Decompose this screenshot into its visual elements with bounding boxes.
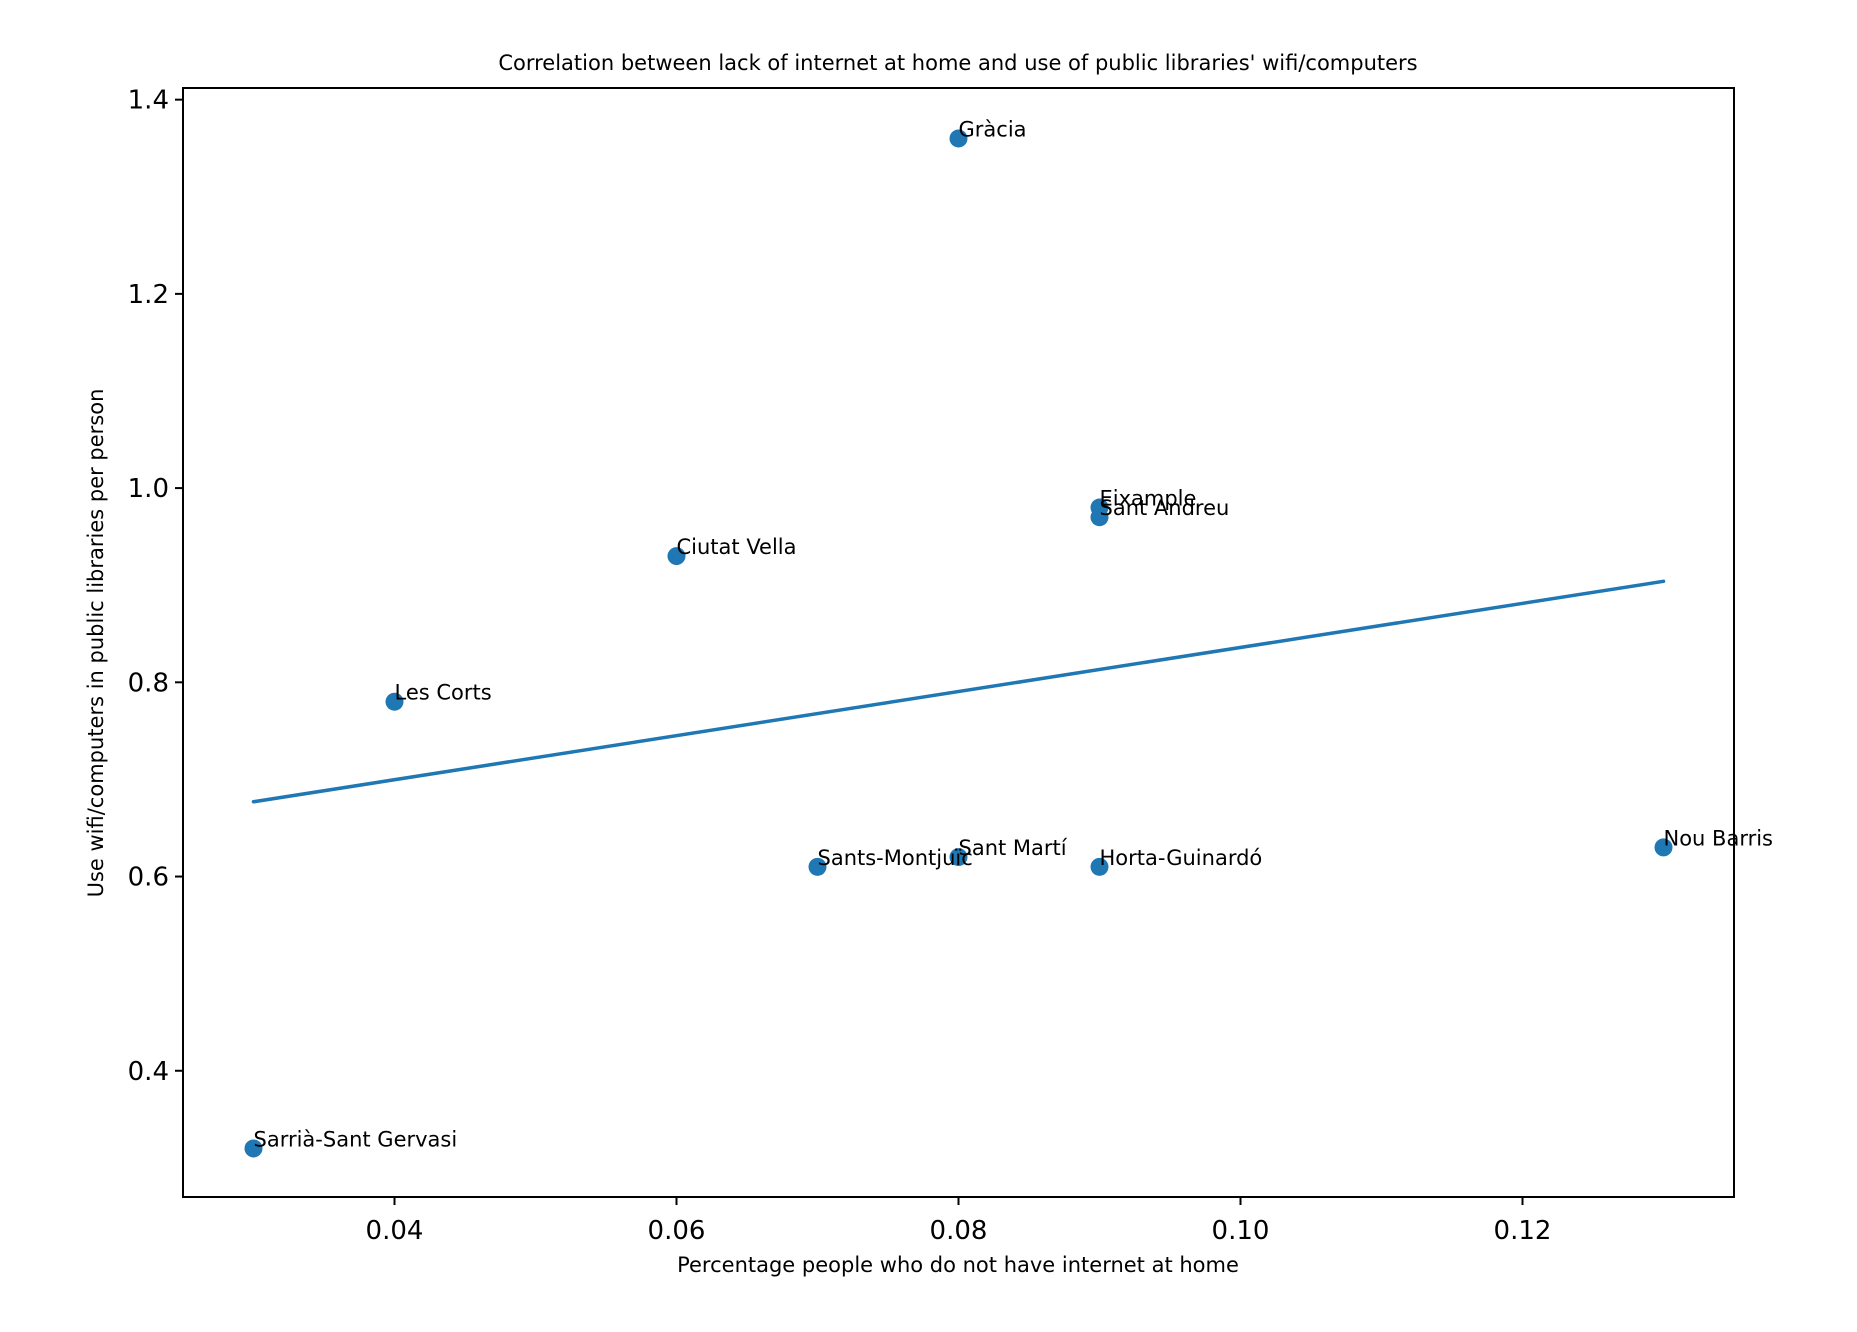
- data-point: [949, 848, 968, 867]
- chart-title: Correlation between lack of internet at …: [498, 51, 1417, 75]
- y-tick-label: 1.0: [128, 474, 169, 504]
- point-label: Ciutat Vella: [677, 535, 797, 559]
- data-point: [1654, 838, 1673, 857]
- y-tick-label: 0.6: [128, 863, 169, 893]
- point-label: Sants-Montjuïc: [818, 846, 973, 870]
- point-label: Horta-Guinardó: [1100, 846, 1263, 870]
- data-point: [808, 857, 827, 876]
- x-tick-label: 0.08: [930, 1216, 988, 1246]
- data-point: [949, 129, 968, 148]
- x-tick-label: 0.06: [648, 1216, 706, 1246]
- point-label: Gràcia: [959, 117, 1027, 141]
- point-label: Eixample: [1100, 487, 1197, 511]
- data-point: [1090, 857, 1109, 876]
- point-label: Sant Andreu: [1100, 496, 1230, 520]
- x-tick-label: 0.12: [1494, 1216, 1552, 1246]
- x-tick-label: 0.10: [1212, 1216, 1270, 1246]
- x-axis-ticks: 0.04 0.06 0.08 0.10 0.12: [366, 1197, 1552, 1246]
- y-tick-label: 0.8: [128, 668, 169, 698]
- y-tick-label: 0.4: [128, 1057, 169, 1087]
- plot-frame: [182, 87, 1735, 1198]
- x-axis-label: Percentage people who do not have intern…: [677, 1253, 1239, 1277]
- data-point: [385, 692, 404, 711]
- y-axis-ticks: 0.4 0.6 0.8 1.0 1.2 1.4: [128, 86, 183, 1087]
- y-tick-label: 1.2: [128, 280, 169, 310]
- point-label: Sant Martí: [959, 836, 1068, 860]
- y-tick-label: 1.4: [128, 86, 169, 116]
- x-tick-label: 0.04: [366, 1216, 424, 1246]
- point-label: Sarrià-Sant Gervasi: [254, 1127, 458, 1151]
- data-point: [244, 1139, 263, 1158]
- point-label: Les Corts: [395, 681, 492, 705]
- trend-line: [251, 579, 1666, 804]
- data-point: [667, 547, 686, 566]
- y-axis-label: Use wifi/computers in public libraries p…: [84, 389, 108, 898]
- point-label: Nou Barris: [1664, 826, 1774, 850]
- data-point: [1090, 508, 1109, 527]
